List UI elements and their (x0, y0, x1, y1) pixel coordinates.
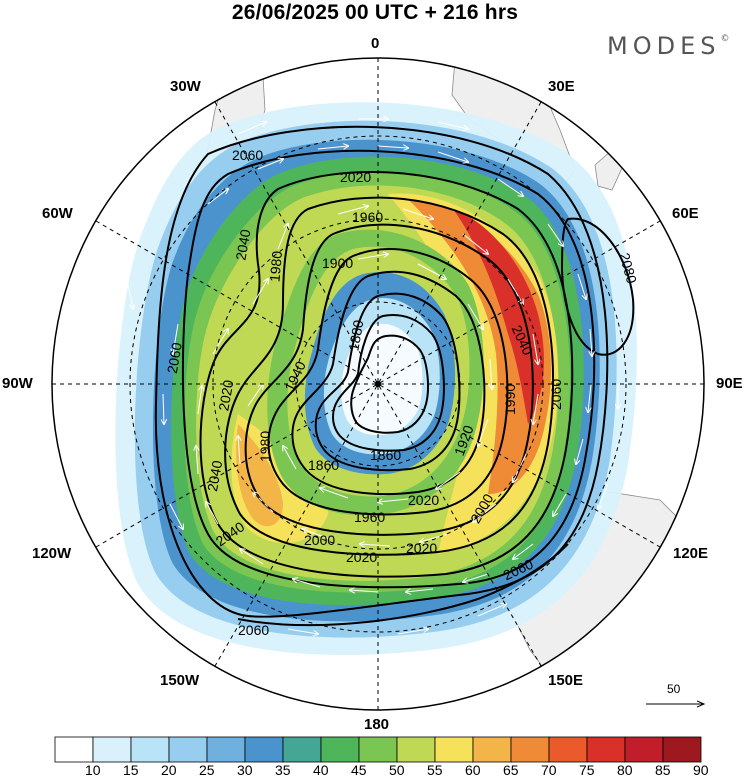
map-disc: 2060 2020 1960 1900 1880 1860 1940 1980 … (52, 58, 704, 710)
band-left-orange (236, 424, 283, 527)
contour-labels: 2060 2020 1960 1900 1880 1860 1940 1980 … (164, 147, 640, 638)
contour-label: 2040 (204, 459, 225, 493)
contour-label: 1860 (308, 457, 339, 473)
colorbar-swatch (168, 736, 208, 763)
colorbar-swatch (586, 736, 626, 763)
brand-name: MODES (607, 32, 721, 60)
lon-label-30w: 30W (170, 78, 201, 95)
contour-label: 1880 (345, 318, 366, 352)
colorbar-tick-label: 60 (465, 762, 481, 778)
colorbar-tick-label: 90 (693, 762, 709, 778)
contour-label: 2080 (617, 251, 641, 285)
lon-label-150w: 150W (160, 672, 200, 689)
contour-label: 1980 (266, 250, 285, 283)
contour-1880 (332, 314, 445, 452)
lon-label-60e: 60E (672, 205, 699, 222)
colorbar-tick-label: 30 (237, 762, 253, 778)
lon-label-0: 0 (371, 35, 380, 52)
height-contours (154, 125, 635, 627)
colorbar-tick-label: 15 (123, 762, 139, 778)
colorbar-tick-label: 25 (199, 762, 215, 778)
lon-label-90w: 90W (2, 375, 33, 392)
contour-label: 1900 (322, 255, 353, 271)
colorbar (54, 736, 702, 763)
colorbar-tick-label: 20 (161, 762, 177, 778)
contour-label: 2060 (548, 379, 564, 410)
colorbar-swatch (130, 736, 170, 763)
colorbar-swatch (282, 736, 322, 763)
contour-2060-outer (154, 125, 609, 618)
colorbar-tick-label: 70 (541, 762, 557, 778)
lon-label-180: 180 (364, 716, 390, 733)
contour-label: 1980 (257, 431, 273, 462)
colorbar-tick-label: 85 (655, 762, 671, 778)
contour-1940 (267, 248, 509, 516)
contour-label: 2000 (304, 532, 335, 548)
contour-1960 (244, 223, 534, 536)
contour-1900 (314, 292, 461, 472)
map-boundary (51, 57, 705, 711)
contour-2040 (181, 149, 596, 589)
lon-label-120w: 120W (32, 545, 72, 562)
colorbar-tick-label: 65 (503, 762, 519, 778)
brand-mark: © (720, 34, 730, 44)
contour-label: 2020 (406, 540, 437, 556)
contour-label: 1960 (352, 209, 383, 225)
contour-label: 2020 (215, 378, 236, 412)
lon-label-90e: 90E (716, 375, 743, 392)
colorbar-swatch (396, 736, 436, 763)
colorbar-tick-label: 55 (427, 762, 443, 778)
contour-1920 (291, 270, 486, 496)
colorbar-tick-label: 35 (275, 762, 291, 778)
lon-label-120e: 120E (673, 545, 709, 562)
colorbar-swatch (92, 736, 132, 763)
colorbar-tick-label: 40 (313, 762, 329, 778)
contour-1980 (224, 196, 555, 556)
colorbar-swatch (434, 736, 474, 763)
brand-logo: MODES© (607, 32, 729, 60)
colorbar-swatch (320, 736, 360, 763)
band-80 (453, 209, 544, 424)
contour-label: 1960 (354, 509, 385, 525)
contour-label: 1990 (502, 384, 518, 415)
lon-label-150e: 150E (548, 672, 584, 689)
colorbar-tick-label: 45 (351, 762, 367, 778)
contour-1860 (350, 334, 429, 434)
colorbar-swatch (662, 736, 702, 763)
colorbar-swatch (206, 736, 246, 763)
lon-label-30e: 30E (548, 78, 575, 95)
colorbar-swatch (244, 736, 284, 763)
lon-label-60w: 60W (42, 205, 73, 222)
colorbar-tick-label: 80 (617, 762, 633, 778)
south-pole-marker (375, 381, 381, 387)
graticule (52, 58, 704, 710)
reference-vector-label: 50 (667, 682, 681, 696)
contour-2080 (560, 217, 635, 356)
contour-label: 2020 (408, 492, 439, 508)
contour-label: 2020 (340, 169, 371, 185)
colorbar-swatch (624, 736, 664, 763)
colorbar-swatch (54, 736, 94, 763)
contour-label: 2060 (232, 147, 263, 163)
contour-label: 2040 (232, 228, 253, 262)
contour-label: 2020 (346, 549, 377, 565)
contour-label: 1860 (370, 447, 401, 463)
contour-label: 2060 (164, 341, 185, 375)
colorbar-swatch (472, 736, 512, 763)
colorbar-swatch (358, 736, 398, 763)
colorbar-swatch (510, 736, 550, 763)
colorbar-swatch (548, 736, 588, 763)
colorbar-tick-label: 10 (85, 762, 101, 778)
contour-label: 2060 (238, 622, 269, 638)
map-title: 26/06/2025 00 UTC + 216 hrs (231, 1, 519, 24)
colorbar-tick-label: 75 (579, 762, 595, 778)
colorbar-tick-label: 50 (389, 762, 405, 778)
contour-2020 (199, 170, 574, 578)
contour-2060-south (237, 543, 569, 627)
